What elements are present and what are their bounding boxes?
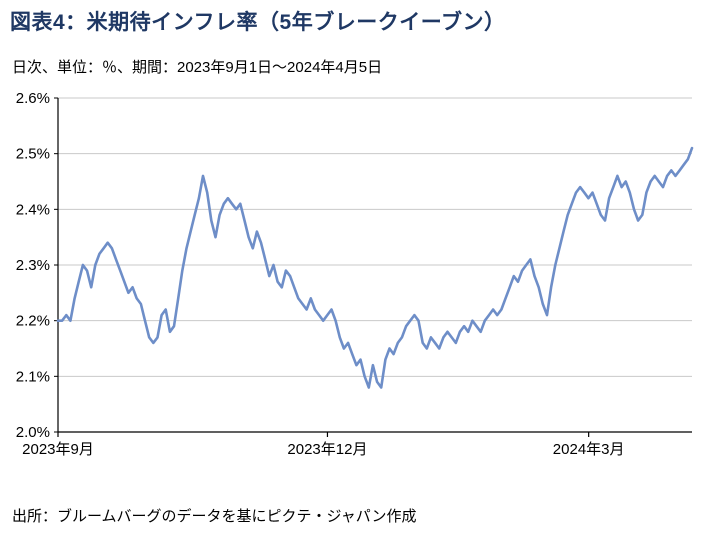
x-tick-label: 2023年9月 (22, 441, 94, 458)
source-note: 出所：ブルームバーグのデータを基にピクテ・ジャパン作成 (12, 508, 417, 525)
page-title: 図表4：米期待インフレ率（5年ブレークイーブン） (10, 11, 506, 34)
y-tick-label: 2.6% (16, 90, 50, 107)
inflation-line (56, 146, 694, 389)
x-tick-label: 2024年3月 (553, 441, 625, 458)
x-tick-label: 2023年12月 (287, 441, 367, 458)
y-tick-label: 2.4% (16, 201, 50, 218)
y-tick-label: 2.0% (16, 424, 50, 441)
y-tick-label: 2.3% (16, 257, 50, 274)
y-tick-label: 2.2% (16, 313, 50, 330)
inflation-chart: 2.0% 2.1% 2.2% 2.3% 2.4% 2.5% 2.6% 2023年9月 2023年… (16, 90, 694, 458)
y-tick-label: 2.5% (16, 146, 50, 163)
chart-subtitle: 日次、単位：％、期間：2023年9月1日～2024年4月5日 (12, 59, 383, 76)
y-tick-label: 2.1% (16, 368, 50, 385)
